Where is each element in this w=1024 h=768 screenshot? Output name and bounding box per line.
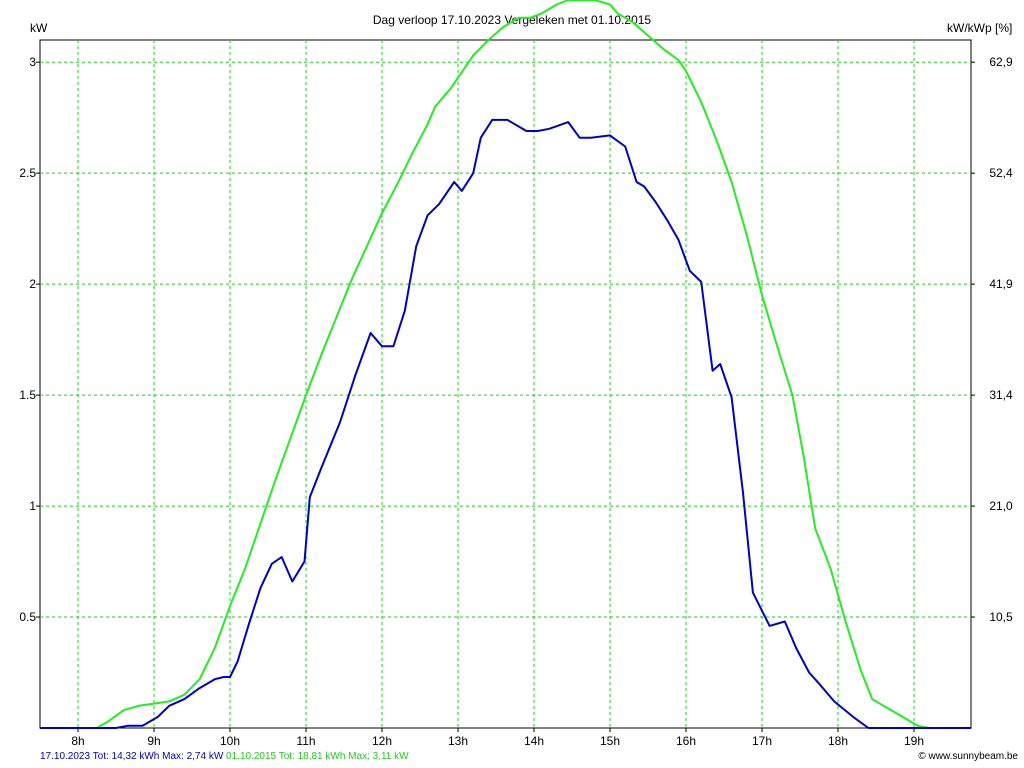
x-tick-label: 9h bbox=[147, 734, 160, 748]
y-axis-label-right: kW/kWp [%] bbox=[947, 21, 1012, 35]
series-line-01-10-2015 bbox=[40, 0, 971, 729]
y-tick-label: 2.5 bbox=[19, 166, 36, 180]
series-lines bbox=[40, 0, 971, 729]
y-axis-label: kW bbox=[30, 21, 48, 35]
y-tick-label-right: 21,0 bbox=[989, 499, 1013, 513]
plot-area bbox=[39, 39, 972, 729]
y-tick-label: 3 bbox=[29, 55, 36, 69]
y-tick-label: 2 bbox=[29, 277, 36, 291]
axis-ticks: 8h 9h 10h 11h 12h 13h 14h 15h 16h 17h 18h 19h 0.5 10,… bbox=[19, 55, 1013, 748]
x-tick-label: 13h bbox=[448, 734, 468, 748]
grid bbox=[40, 40, 971, 728]
y-tick-label-right: 10,5 bbox=[989, 610, 1013, 624]
x-tick-label: 11h bbox=[296, 734, 315, 748]
x-tick-label: 10h bbox=[220, 734, 240, 748]
x-tick-label: 19h bbox=[904, 734, 924, 748]
y-tick-label-right: 31,4 bbox=[989, 388, 1013, 402]
x-tick-label: 18h bbox=[828, 734, 848, 748]
footer-current-summary: 17.10.2023 Tot: 14,32 kWh Max: 2,74 kW bbox=[40, 751, 224, 762]
y-tick-label-right: 41,9 bbox=[989, 277, 1013, 291]
footer-summary: 17.10.2023 Tot: 14,32 kWh Max: 2,74 kW 0… bbox=[40, 751, 409, 762]
x-tick-label: 8h bbox=[71, 734, 84, 748]
x-tick-label: 17h bbox=[752, 734, 772, 748]
y-tick-label: 1.5 bbox=[19, 388, 36, 402]
y-tick-label: 1 bbox=[29, 499, 36, 513]
footer-compare-summary: 01.10.2015 Tot: 18,81 kWh Max: 3,11 kW bbox=[226, 751, 409, 762]
chart-title: Dag verloop 17.10.2023 Vergeleken met 01… bbox=[373, 13, 652, 27]
x-tick-label: 12h bbox=[372, 734, 392, 748]
y-tick-label-right: 62,9 bbox=[989, 55, 1013, 69]
y-tick-label-right: 52,4 bbox=[989, 166, 1013, 180]
x-tick-label: 16h bbox=[676, 734, 696, 748]
series-line-17-10-2023 bbox=[40, 118, 971, 729]
x-tick-label: 14h bbox=[524, 734, 544, 748]
footer-credit[interactable]: © www.sunnybeam.be bbox=[918, 751, 1018, 762]
y-tick-label: 0.5 bbox=[19, 610, 36, 624]
x-tick-label: 15h bbox=[600, 734, 620, 748]
